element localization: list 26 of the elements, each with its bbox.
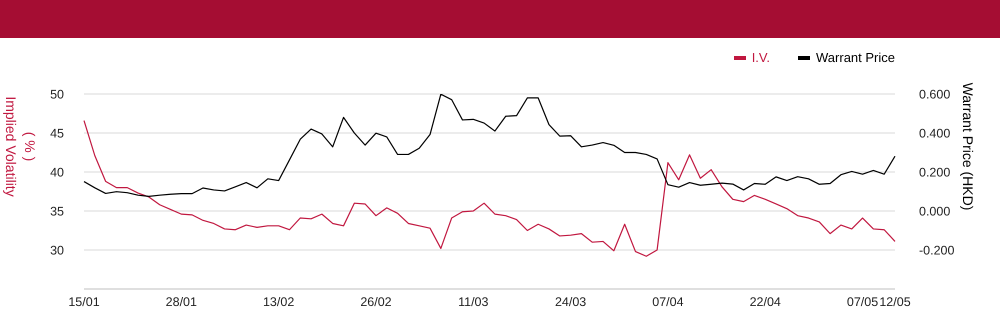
y2-axis-title: Warrant Price (HKD) xyxy=(960,82,976,210)
y-tick-label: 45 xyxy=(50,126,64,140)
legend-label: I.V. xyxy=(752,50,770,65)
y-tick-label: 30 xyxy=(50,243,64,258)
x-tick-label: 15/01 xyxy=(68,294,100,309)
x-tick-label: 12/05 xyxy=(879,294,911,309)
x-tick-label: 07/05 xyxy=(846,294,878,309)
x-tick-label: 26/02 xyxy=(360,294,392,309)
y-tick-label: 40 xyxy=(50,165,64,180)
y2-tick-label: 0.400 xyxy=(919,126,950,140)
line-series xyxy=(83,120,896,257)
legend-label: Warrant Price xyxy=(816,50,895,65)
y-axis-title: Implied Volatility ( % ) xyxy=(3,96,38,197)
x-tick-label: 28/01 xyxy=(166,294,198,309)
y2-tick-label: -0.200 xyxy=(919,243,954,258)
x-tick-label: 24/03 xyxy=(554,294,586,309)
y-tick-label: 35 xyxy=(50,204,64,218)
y2-tick-label: 0.600 xyxy=(919,87,950,102)
line-series xyxy=(83,94,896,197)
x-tick-label: 22/04 xyxy=(750,294,781,309)
x-tick-label: 07/04 xyxy=(652,294,684,309)
x-tick-label: 11/03 xyxy=(458,294,488,309)
x-tick-label: 13/02 xyxy=(263,294,294,309)
y2-tick-label: 0.000 xyxy=(919,204,950,218)
y2-tick-label: 0.200 xyxy=(919,165,950,180)
y-tick-label: 50 xyxy=(50,87,64,102)
